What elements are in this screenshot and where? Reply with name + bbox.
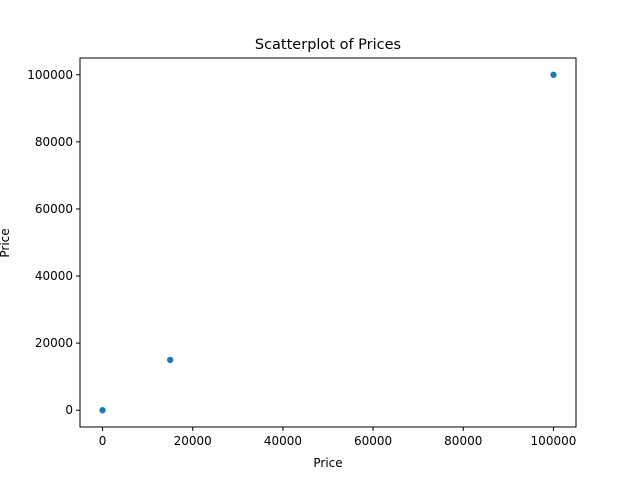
y-tick-label: 0 bbox=[65, 403, 73, 417]
x-tick-label: 20000 bbox=[174, 434, 212, 448]
scatter-point bbox=[166, 356, 174, 364]
y-tick-label: 80000 bbox=[35, 135, 73, 149]
x-axis-ticks: 0 20000 40000 60000 80000 100000 bbox=[99, 427, 577, 448]
x-tick-label: 80000 bbox=[444, 434, 482, 448]
x-axis-label: Price bbox=[313, 456, 342, 470]
scatter-point bbox=[549, 70, 558, 79]
scatter-point bbox=[98, 406, 107, 415]
x-tick-label: 100000 bbox=[531, 434, 577, 448]
y-tick-label: 100000 bbox=[27, 68, 73, 82]
chart-title: Scatterplot of Prices bbox=[255, 37, 401, 53]
y-tick-label: 40000 bbox=[35, 269, 73, 283]
scatter-points bbox=[98, 70, 558, 415]
x-tick-label: 40000 bbox=[264, 434, 302, 448]
y-tick-label: 60000 bbox=[35, 202, 73, 216]
plot-area-frame bbox=[79, 57, 577, 428]
y-axis-ticks: 0 20000 40000 60000 80000 100000 bbox=[27, 68, 80, 417]
x-tick-label: 0 bbox=[99, 434, 107, 448]
y-axis-label: Price bbox=[0, 228, 12, 257]
x-tick-label: 60000 bbox=[354, 434, 392, 448]
y-tick-label: 20000 bbox=[35, 336, 73, 350]
